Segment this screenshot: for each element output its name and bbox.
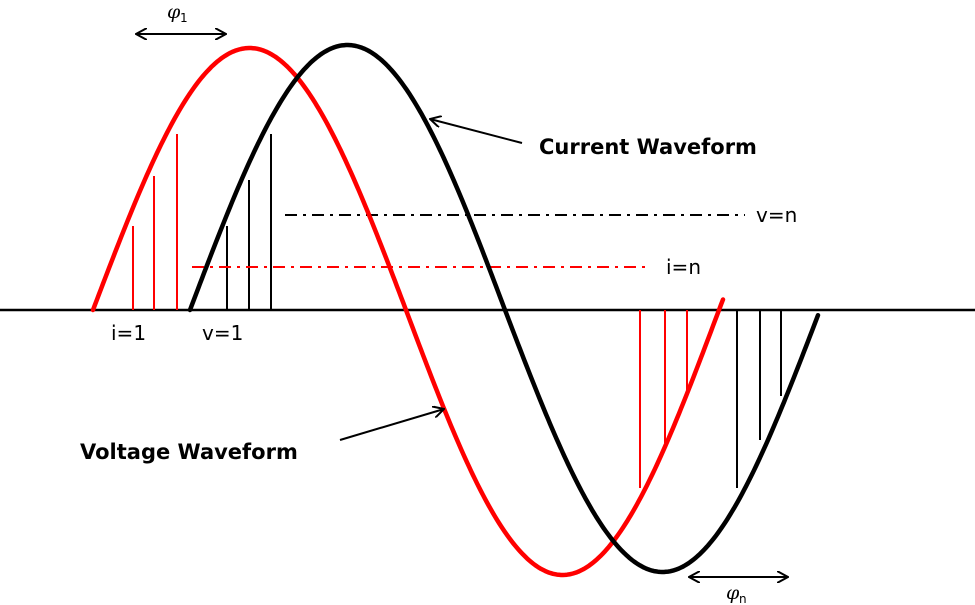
current-sample-lines [226,134,782,488]
i-n-label: i=n [666,255,701,279]
svg-text:1: 1 [180,11,188,25]
svg-text:φ: φ [167,1,181,23]
i-1-label: i=1 [111,321,146,345]
svg-text:φ: φ [726,582,740,604]
current-waveform [187,42,821,575]
voltage-waveform-label: Voltage Waveform [80,440,298,464]
v-n-label: v=n [756,203,797,227]
voltage-waveform [90,45,726,578]
current-waveform-label: Current Waveform [539,135,757,159]
phi-n-label: φ n [726,582,747,605]
voltage-sample-lines [132,134,688,488]
current-pointer-arrow [430,119,523,144]
svg-text:n: n [739,592,747,605]
voltage-pointer-arrow [339,409,444,441]
phi-1-label: φ 1 [167,1,188,25]
v-1-label: v=1 [202,321,243,345]
